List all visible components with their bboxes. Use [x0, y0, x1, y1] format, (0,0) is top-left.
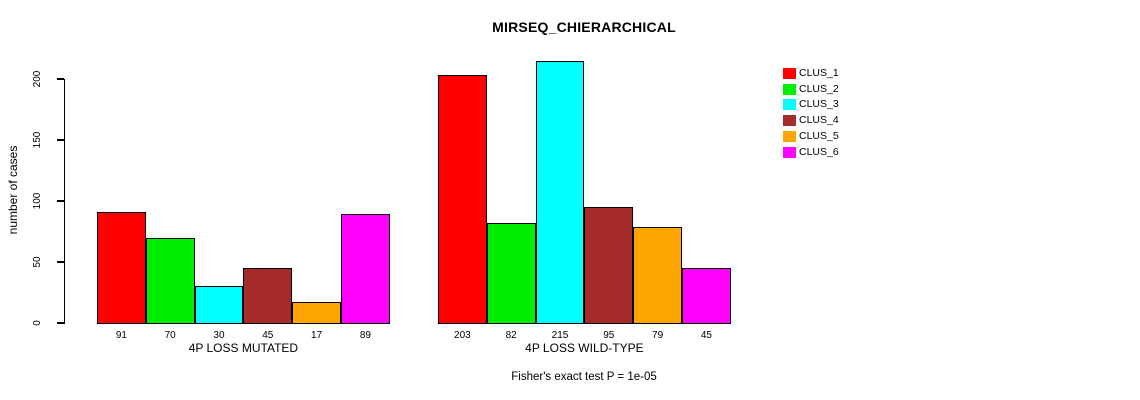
legend-label-clus_5: CLUS_5	[799, 129, 839, 142]
legend-label-clus_2: CLUS_2	[799, 82, 839, 95]
bar-clus_4-group1	[243, 268, 293, 325]
y-axis-line	[63, 79, 65, 324]
legend-label-clus_3: CLUS_3	[799, 98, 839, 111]
y-axis-tick-label: 150	[32, 131, 43, 149]
bar-value-label: 203	[454, 330, 471, 341]
bar-value-label: 215	[551, 330, 569, 341]
y-axis-tick	[56, 139, 64, 141]
y-axis-title: number of cases	[6, 145, 20, 235]
legend-label-clus_1: CLUS_1	[799, 67, 839, 79]
y-axis-tick	[56, 200, 64, 202]
legend-swatch-clus_6	[783, 146, 796, 158]
bar-value-label: 45	[700, 330, 712, 341]
annotation-fisher-test: Fisher's exact test P = 1e-05	[511, 371, 657, 383]
bar-value-label: 91	[115, 330, 127, 341]
bar-clus_6-group2	[682, 268, 731, 325]
bar-clus_4-group2	[584, 207, 634, 325]
bar-value-label: 45	[262, 330, 274, 341]
bar-clus_2-group1	[145, 237, 195, 325]
bar-value-label: 79	[652, 330, 664, 341]
bar-clus_3-group1	[194, 286, 244, 325]
legend-swatch-clus_4	[783, 115, 796, 127]
y-axis-tick-label: 100	[32, 192, 43, 210]
x-group-label: 4P LOSS WILD-TYPE	[525, 341, 644, 355]
chart-title: MIRSEQ_CHIERARCHICAL	[492, 19, 676, 35]
bar-clus_5-group2	[633, 226, 682, 325]
bar-clus_1-group2	[438, 75, 487, 325]
bar-value-label: 70	[164, 330, 176, 341]
legend-swatch-clus_1	[783, 68, 796, 79]
bar-value-label: 30	[213, 330, 225, 341]
y-axis-tick-label: 0	[32, 320, 43, 326]
bar-clus_1-group1	[97, 211, 146, 325]
x-group-label: 4P LOSS MUTATED	[188, 341, 299, 355]
bar-clus_5-group1	[292, 302, 341, 325]
bar-value-label: 82	[505, 330, 517, 341]
y-axis-tick	[56, 78, 64, 80]
legend-swatch-clus_3	[783, 99, 796, 111]
bar-clus_6-group1	[341, 214, 390, 325]
bar-value-label: 89	[359, 330, 371, 341]
y-axis-tick-label: 50	[32, 256, 43, 268]
bar-value-label: 95	[603, 330, 615, 341]
bar-clus_2-group2	[486, 222, 536, 325]
legend-label-clus_6: CLUS_6	[799, 145, 839, 158]
bar-value-label: 17	[311, 330, 323, 341]
legend-swatch-clus_2	[783, 83, 796, 95]
bar-clus_3-group2	[535, 60, 585, 325]
legend-swatch-clus_5	[783, 130, 796, 142]
y-axis-tick	[56, 322, 64, 324]
legend-label-clus_4: CLUS_4	[799, 114, 839, 127]
y-axis-tick-label: 200	[32, 70, 43, 88]
y-axis-tick	[56, 261, 64, 263]
